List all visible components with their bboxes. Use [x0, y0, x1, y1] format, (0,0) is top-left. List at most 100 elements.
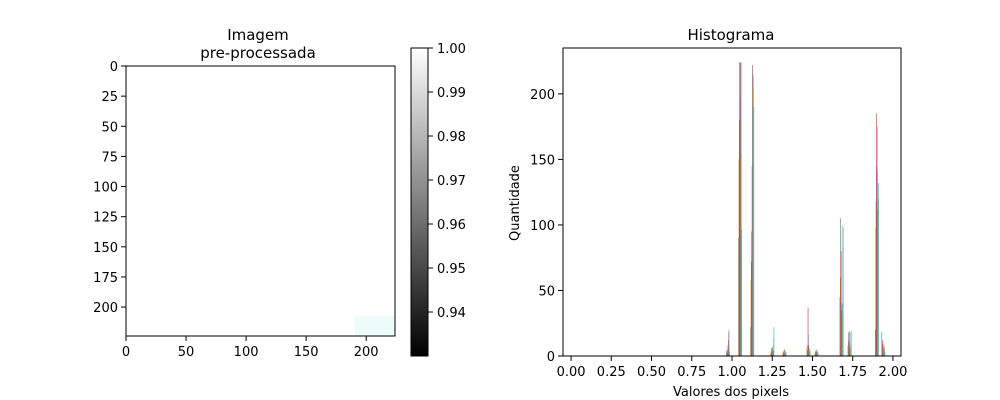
image-y-tick-label: 50: [101, 120, 118, 135]
histogram-bar: [785, 350, 786, 356]
histogram-bar: [847, 345, 849, 356]
colorbar-tick-label: 0.95: [437, 262, 466, 277]
colorbar-tick-label: 1.00: [437, 42, 466, 57]
histogram-bar: [771, 349, 773, 356]
image-y-tick-label: 75: [101, 150, 118, 165]
histogram-x-tick-label: 1.00: [718, 365, 747, 380]
histogram-y-tick-label: 50: [538, 284, 555, 299]
histogram-bar: [807, 345, 808, 356]
histogram-bar: [815, 350, 817, 356]
histogram-bar: [773, 327, 775, 356]
histogram-bar: [816, 352, 818, 356]
histogram-bar: [841, 224, 843, 356]
histogram-bar: [785, 352, 787, 356]
image-frame: [125, 65, 396, 337]
image-y-tick-label: 175: [93, 271, 118, 286]
histogram-y-tick-label: 150: [530, 153, 555, 168]
histogram-bar: [808, 345, 810, 356]
histogram-bar: [850, 331, 852, 356]
image-area: [126, 66, 395, 336]
histogram-bar: [783, 350, 785, 356]
histogram-bar: [772, 346, 773, 356]
histogram-bar: [752, 75, 754, 356]
histogram-bar: [750, 279, 752, 356]
histogram-bar: [816, 349, 817, 356]
histogram-bar: [785, 353, 786, 356]
image-x-tick-label: 100: [234, 345, 259, 360]
image-x-tick-label: 150: [294, 345, 319, 360]
histogram-bar: [729, 352, 730, 356]
histogram-bar: [752, 65, 753, 356]
histogram-bar: [875, 201, 877, 356]
histogram-bar: [884, 352, 886, 356]
image-y-tick-label: 100: [93, 181, 118, 196]
histogram-bar: [848, 332, 850, 356]
histogram-bar: [808, 335, 809, 356]
histogram-bar: [770, 353, 772, 356]
histogram-bar: [881, 332, 883, 356]
image-title-line2: pre-processada: [200, 44, 316, 62]
histogram-bar: [839, 297, 841, 356]
histogram-bar: [727, 340, 729, 356]
histogram-bar: [877, 209, 879, 356]
histogram-bar: [814, 353, 816, 356]
histogram-bar: [783, 354, 784, 356]
histogram-bar: [848, 348, 850, 356]
histogram-bar: [815, 352, 816, 356]
histogram-bar: [773, 337, 774, 356]
histogram-bar: [726, 352, 728, 356]
histogram-bar: [842, 316, 844, 356]
histogram-bar: [783, 353, 785, 356]
image-y-tick-label: 25: [101, 90, 118, 105]
histogram-bar: [726, 353, 728, 356]
histogram-bar: [840, 218, 841, 356]
histogram-y-tick-label: 200: [530, 88, 555, 103]
histogram-bar: [729, 348, 730, 356]
histogram-bar: [807, 307, 809, 356]
histogram-bar: [877, 126, 878, 356]
histogram-bar: [753, 87, 754, 356]
histogram-bar: [738, 159, 740, 356]
histogram-bar: [884, 349, 885, 356]
histogram-bar: [741, 152, 742, 356]
histogram-bar: [782, 353, 784, 356]
histogram-x-tick-label: 0.75: [677, 365, 706, 380]
histogram-bar: [850, 345, 852, 356]
histogram-bar: [807, 350, 808, 356]
image-x-ticks: 0 50 100 150 200: [122, 336, 379, 360]
histogram-bar: [770, 350, 772, 356]
histogram-bar: [727, 349, 728, 356]
histogram-bar: [741, 230, 743, 356]
histogram-bar: [876, 165, 878, 356]
histogram-bar: [727, 345, 729, 356]
histogram-bar: [817, 353, 819, 356]
histogram-bar: [740, 100, 742, 356]
histogram-bar: [808, 349, 810, 356]
colorbar-tick-label: 0.97: [437, 174, 466, 189]
histogram-bar: [728, 332, 729, 356]
histogram-bar: [751, 231, 753, 356]
histogram-bar: [882, 345, 883, 356]
histogram-bar: [882, 348, 884, 356]
histogram-bar: [816, 353, 818, 356]
histogram-bar: [738, 120, 740, 356]
image-panel: Imagem pre-processada 0 50 100 150 200 0 25 50…: [93, 26, 396, 360]
histogram-bar: [815, 353, 817, 356]
histogram-bar: [841, 303, 842, 356]
image-x-tick-label: 200: [354, 345, 379, 360]
histogram-frame: [562, 47, 902, 357]
histogram-bar: [849, 342, 851, 356]
histogram-bar: [738, 238, 739, 356]
histogram-panel: Histograma 0.00 0.25 0.50 0.75 1.00 1.25 1.50 1…: [508, 26, 907, 400]
histogram-ylabel: Quantidade: [508, 165, 523, 241]
histogram-bar: [877, 198, 879, 356]
histogram-x-tick-label: 0.00: [557, 365, 586, 380]
histogram-y-tick-label: 100: [530, 219, 555, 234]
histogram-bar: [772, 353, 774, 356]
histogram-bar: [817, 350, 818, 356]
histogram-bar: [751, 165, 753, 356]
histogram-bar: [878, 182, 879, 356]
histogram-bar: [876, 172, 878, 356]
histogram-bar: [771, 348, 772, 356]
image-title-line1: Imagem: [227, 26, 289, 44]
